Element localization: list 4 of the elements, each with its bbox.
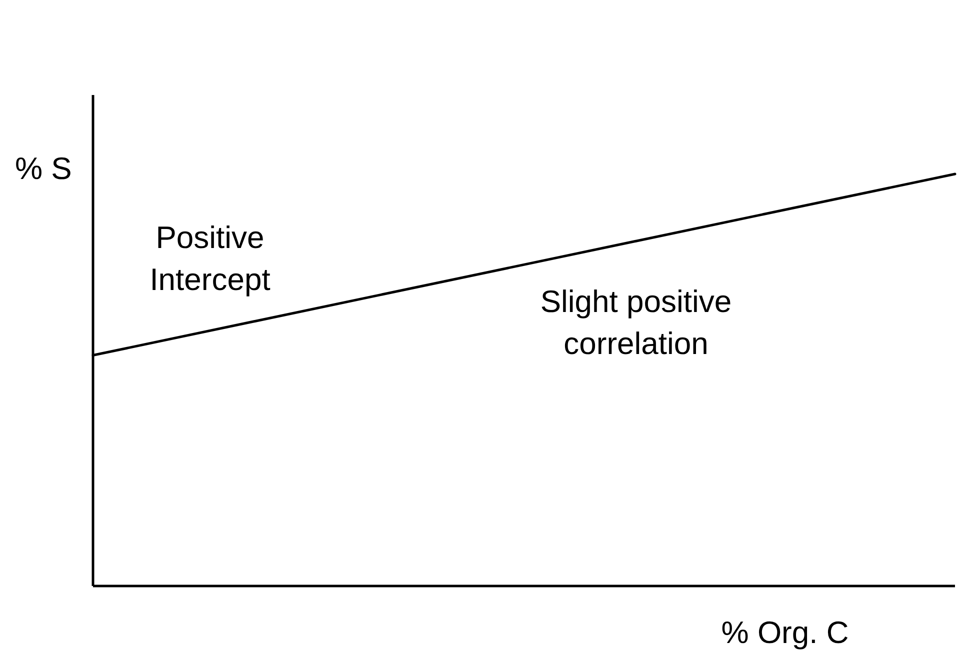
x-axis-title: % Org. C	[721, 615, 849, 650]
y-axis-title: % S	[15, 151, 72, 186]
annotation: Positive Intercept	[150, 220, 271, 297]
annotation: Slight positive correlation	[540, 284, 732, 361]
